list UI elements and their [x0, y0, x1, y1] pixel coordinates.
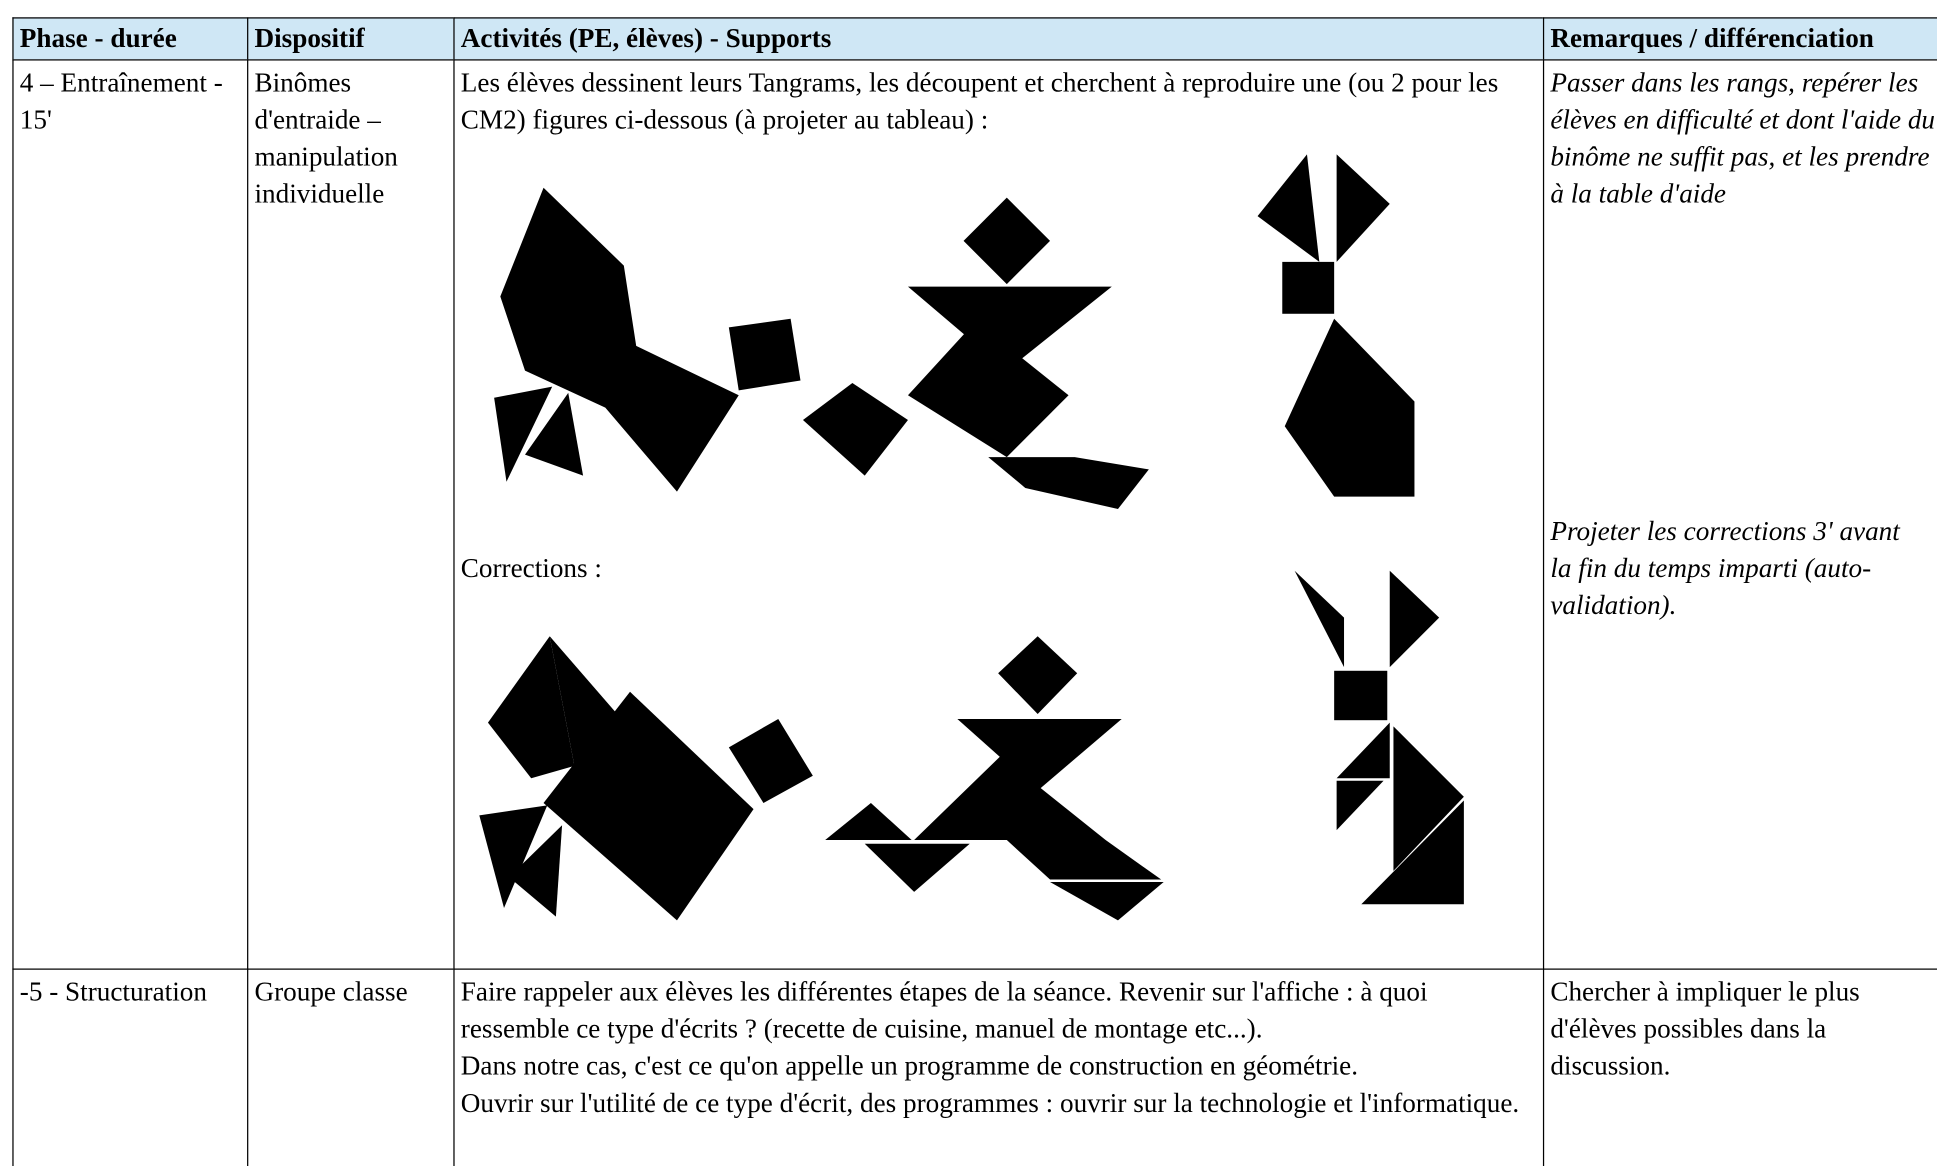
shape	[1294, 570, 1345, 668]
device-cell: Binômes d'entraide – manipulation indivi…	[247, 59, 454, 969]
shape	[802, 382, 908, 476]
horse-correction	[479, 636, 813, 921]
shape	[914, 756, 1106, 841]
remark-cell: Passer dans les rangs, repérer les élève…	[1542, 59, 1937, 969]
shape	[543, 691, 754, 921]
header-cell: Activités (PE, élèves) - Supports	[453, 17, 1543, 60]
shape	[728, 318, 801, 391]
paragraph: Faire rappeler aux élèves les différente…	[460, 975, 1428, 1044]
shape	[500, 187, 739, 492]
header-cell: Phase - durée	[12, 17, 248, 60]
runner-correction	[825, 636, 1164, 921]
shape	[1336, 780, 1384, 831]
shape	[525, 392, 584, 476]
shape	[487, 636, 575, 779]
shape	[998, 636, 1078, 715]
shape	[479, 805, 548, 908]
rabbit-figure	[1257, 154, 1415, 497]
shape	[907, 286, 1112, 371]
horse-figure	[494, 187, 801, 492]
shape	[1282, 261, 1335, 314]
shape	[957, 718, 1122, 791]
shape	[1336, 722, 1390, 779]
shape	[494, 386, 553, 482]
header-cell: Dispositif	[247, 17, 454, 60]
activity-cell: Faire rappeler aux élèves les différente…	[453, 968, 1543, 1166]
shape	[907, 321, 1069, 458]
paragraph: Ouvrir sur l'utilité de ce type d'écrit,…	[460, 1087, 1520, 1118]
shape	[1257, 154, 1320, 262]
shape	[1334, 670, 1388, 721]
shape	[728, 718, 813, 803]
shape	[864, 843, 970, 892]
runner-figure	[802, 197, 1149, 509]
paragraph: Dans notre cas, c'est ce qu'on appelle u…	[460, 1050, 1359, 1081]
shape	[963, 197, 1051, 285]
phase-cell: -5 - Structuration	[12, 968, 248, 1166]
shape	[825, 802, 912, 841]
header-cell: Remarques / différenciation	[1542, 17, 1937, 60]
rabbit-correction	[1294, 570, 1464, 905]
device-cell: Groupe classe	[247, 968, 454, 1166]
paragraph: Projeter les corrections 3' avant la fin…	[1550, 515, 1900, 621]
shape	[988, 457, 1149, 509]
shape	[1336, 154, 1390, 262]
shape	[508, 825, 563, 917]
shape	[1393, 726, 1464, 871]
paragraph: Les élèves dessinent leurs Tangrams, les…	[460, 66, 1499, 135]
shape	[1006, 840, 1162, 880]
activity-cell: Les élèves dessinent leurs Tangrams, les…	[453, 59, 1543, 969]
paragraph: Passer dans les rangs, repérer les élève…	[1550, 66, 1936, 209]
shape	[1284, 318, 1415, 497]
remark-cell: Chercher à impliquer le plus d'élèves po…	[1542, 968, 1937, 1166]
shape	[1389, 570, 1440, 668]
paragraph: Corrections :	[460, 552, 602, 584]
shape	[1050, 882, 1164, 921]
phase-cell: 4 – Entraînement - 15'	[12, 59, 248, 969]
